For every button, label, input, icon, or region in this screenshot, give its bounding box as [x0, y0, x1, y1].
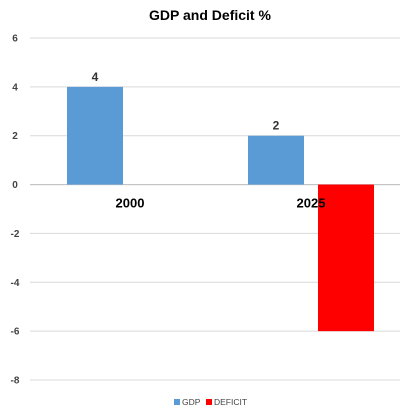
- bar-gdp-2025: [248, 135, 304, 185]
- y-tick-label: -8: [11, 376, 20, 387]
- data-label: 2: [273, 119, 280, 133]
- legend-swatch: [174, 399, 180, 405]
- bar-deficit-2025: [318, 184, 374, 332]
- labels: 4 2 2000 2025: [92, 70, 326, 211]
- bar-gdp-2000: [67, 86, 123, 185]
- legend-label: GDP: [182, 397, 201, 407]
- y-axis: 6 4 2 0 -2 -4 -6 -8: [11, 34, 20, 387]
- y-tick-label: -4: [11, 278, 20, 289]
- legend: GDP DEFICIT: [174, 397, 247, 407]
- y-tick-label: 0: [12, 180, 18, 191]
- legend-label: DEFICIT: [214, 397, 247, 407]
- category-label: 2000: [116, 196, 145, 211]
- chart-title: GDP and Deficit %: [149, 7, 271, 23]
- data-label: 4: [92, 70, 99, 84]
- category-label: 2025: [297, 196, 326, 211]
- y-tick-label: -2: [11, 229, 20, 240]
- y-tick-label: -6: [11, 327, 20, 338]
- y-tick-label: 2: [12, 131, 18, 142]
- y-tick-label: 4: [12, 82, 18, 93]
- bars: [67, 86, 374, 332]
- legend-swatch: [206, 399, 212, 405]
- y-tick-label: 6: [12, 34, 18, 45]
